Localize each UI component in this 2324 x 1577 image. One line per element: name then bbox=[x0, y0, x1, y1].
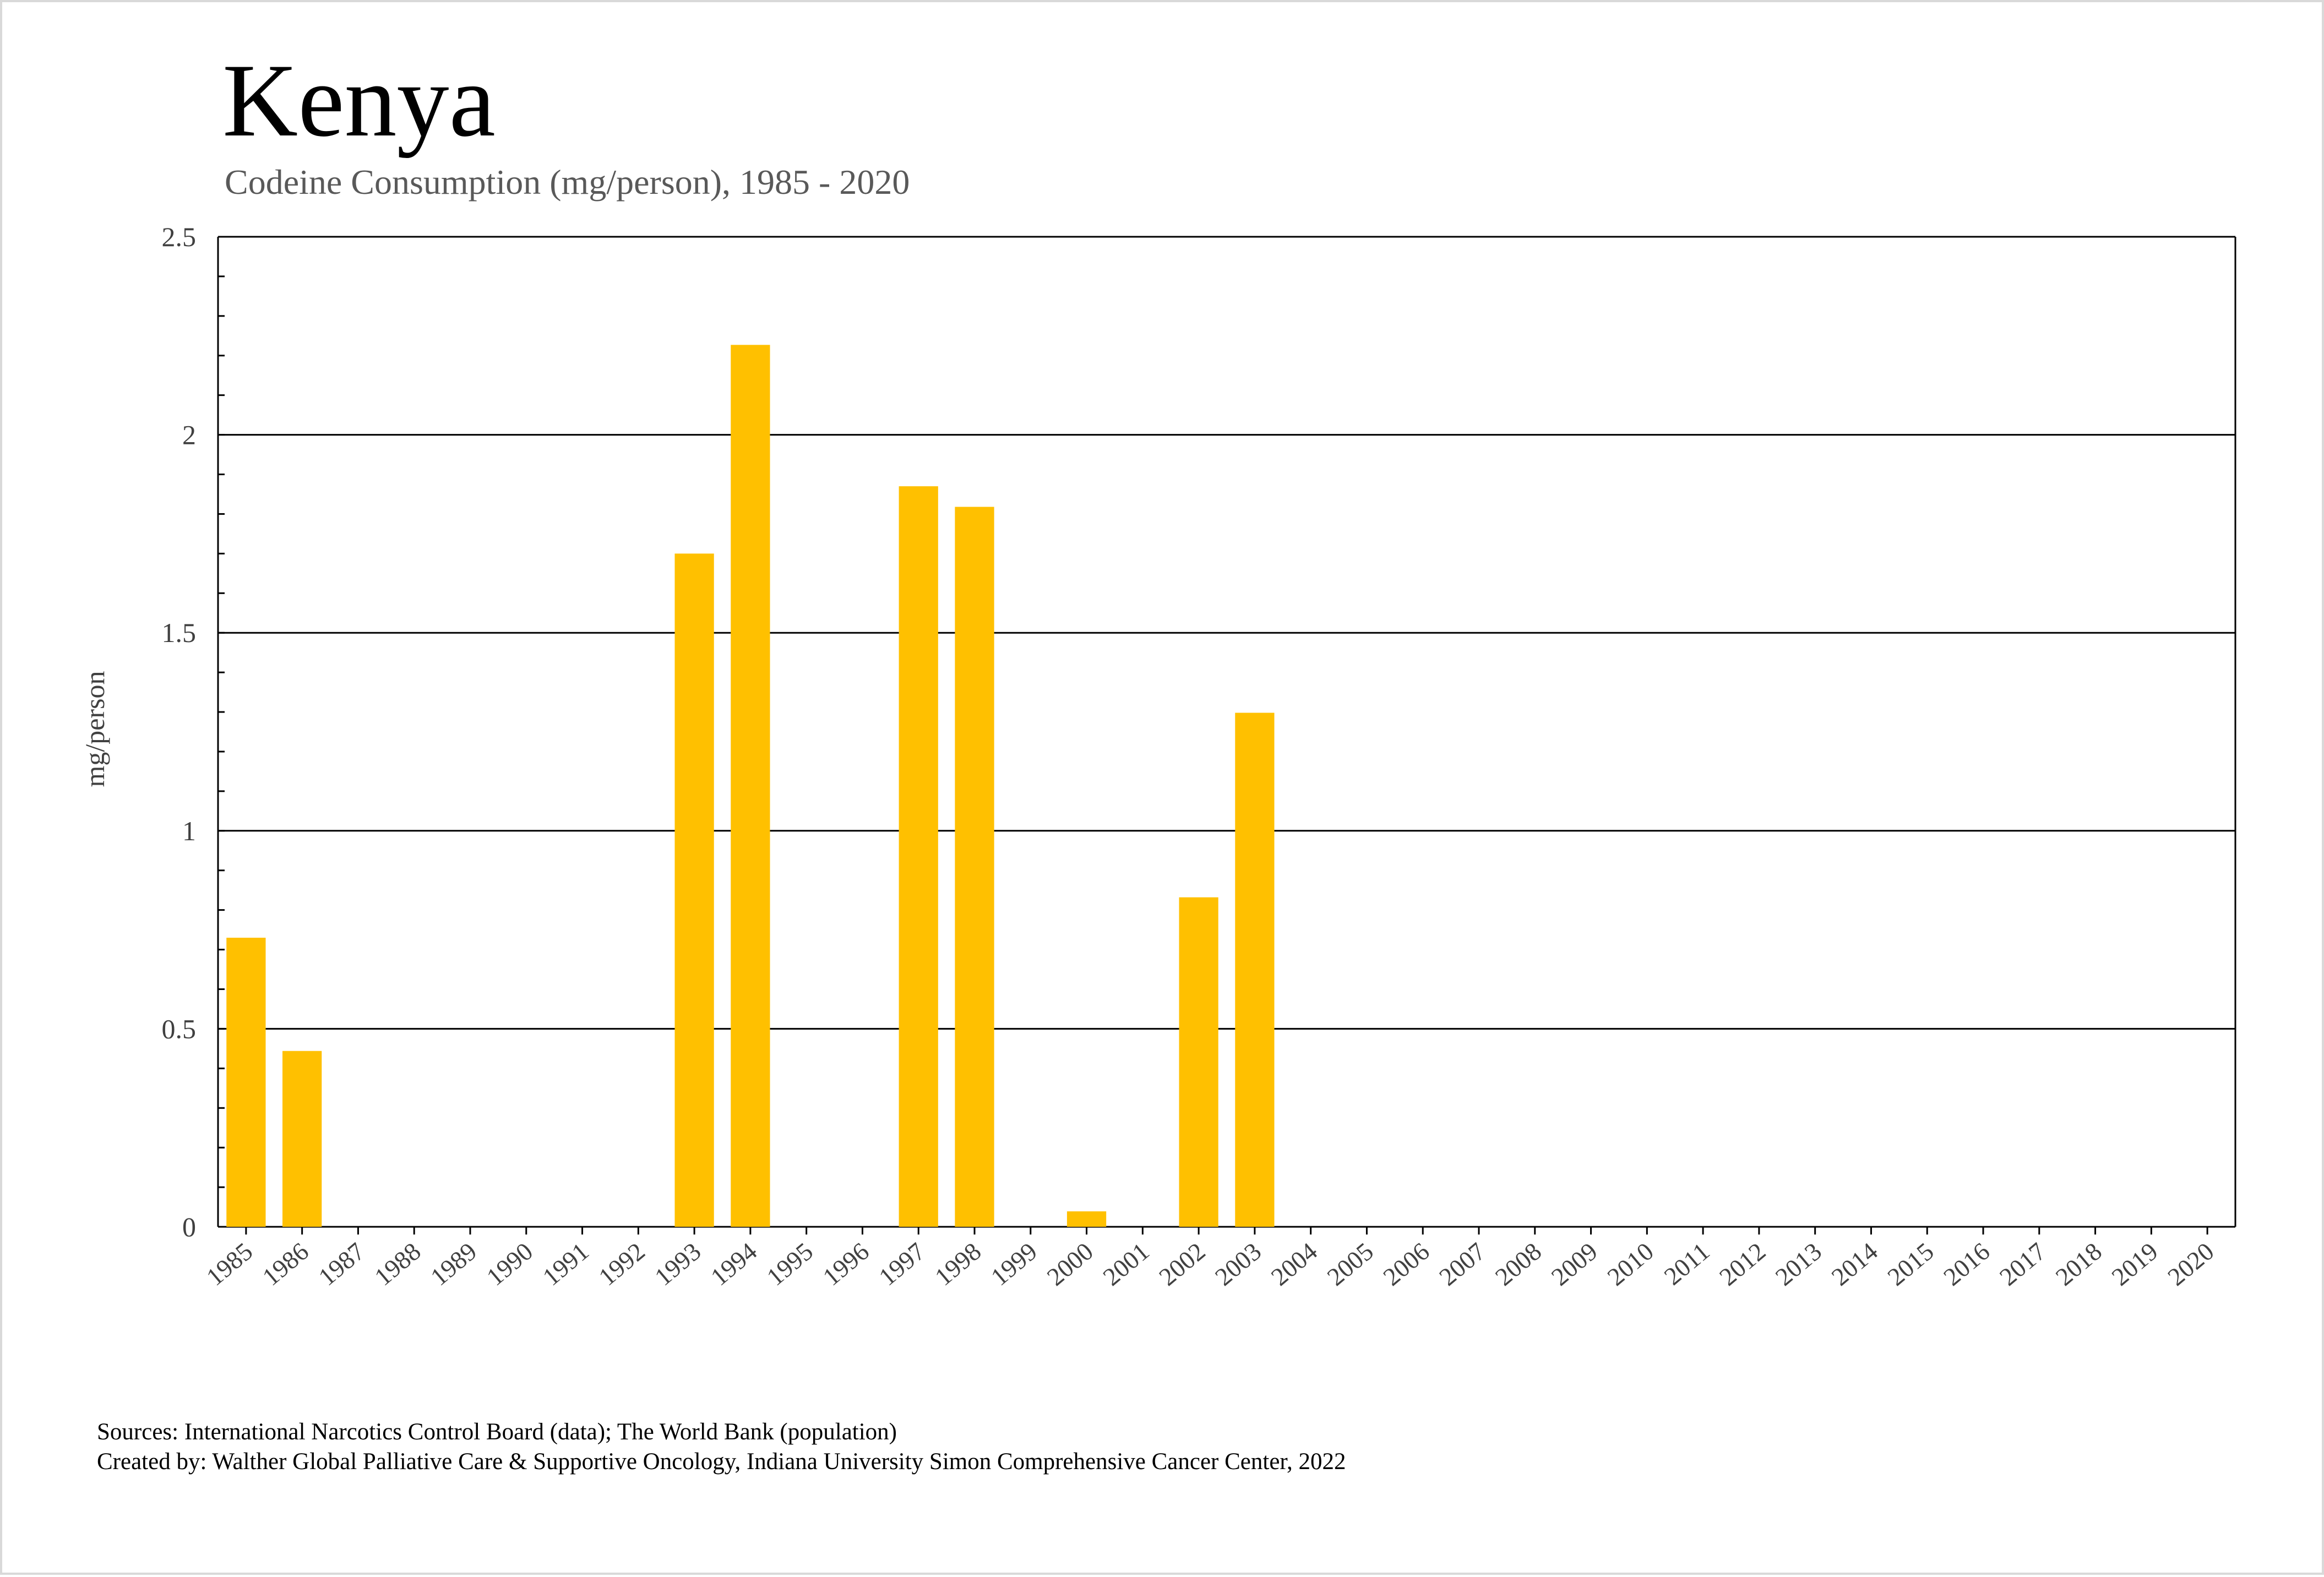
bar-1985 bbox=[226, 937, 266, 1227]
y-tick-label: 0 bbox=[182, 1211, 196, 1242]
x-tick-label: 2018 bbox=[2050, 1237, 2107, 1291]
x-tick-label: 1986 bbox=[257, 1237, 314, 1291]
x-tick-label: 2008 bbox=[1490, 1237, 1547, 1291]
x-tick-label: 1987 bbox=[313, 1237, 370, 1291]
bar-1993 bbox=[674, 553, 714, 1227]
x-tick-label: 1996 bbox=[818, 1237, 874, 1291]
bar-1997 bbox=[899, 486, 938, 1227]
sources-note: Sources: International Narcotics Control… bbox=[97, 1419, 897, 1445]
y-tick-label: 1 bbox=[182, 815, 196, 846]
x-tick-label: 1990 bbox=[481, 1237, 538, 1291]
x-tick-label: 2004 bbox=[1266, 1237, 1322, 1291]
x-tick-label: 2013 bbox=[1770, 1237, 1827, 1291]
x-tick-label: 1999 bbox=[986, 1237, 1042, 1291]
bar-1998 bbox=[955, 507, 994, 1227]
x-tick-label: 2009 bbox=[1546, 1237, 1603, 1291]
bar-2002 bbox=[1179, 897, 1218, 1227]
chart-subtitle: Codeine Consumption (mg/person), 1985 - … bbox=[225, 162, 910, 202]
x-tick-label: 2007 bbox=[1434, 1237, 1490, 1291]
bar-1986 bbox=[282, 1051, 322, 1227]
x-tick-label: 2000 bbox=[1042, 1237, 1098, 1291]
x-tick-label: 2005 bbox=[1322, 1237, 1379, 1291]
y-axis-label: mg/person bbox=[79, 671, 110, 787]
x-tick-label: 1994 bbox=[705, 1237, 762, 1291]
x-tick-label: 1995 bbox=[761, 1237, 818, 1291]
footer: Sources: International Narcotics Control… bbox=[97, 1417, 1346, 1477]
x-tick-label: 2017 bbox=[1994, 1237, 2051, 1291]
x-tick-label: 1998 bbox=[929, 1237, 986, 1291]
x-tick-label: 2015 bbox=[1882, 1237, 1939, 1291]
bar-2003 bbox=[1235, 713, 1275, 1227]
x-tick-label: 2011 bbox=[1659, 1237, 1715, 1291]
x-tick-label: 1997 bbox=[873, 1237, 930, 1291]
credits-note: Created by: Walther Global Palliative Ca… bbox=[97, 1449, 1346, 1475]
bar-1994 bbox=[731, 345, 770, 1227]
x-tick-label: 2012 bbox=[1714, 1237, 1771, 1291]
x-tick-label: 1991 bbox=[537, 1237, 594, 1291]
x-tick-label: 1985 bbox=[201, 1237, 258, 1291]
y-tick-label: 2.5 bbox=[162, 221, 197, 252]
x-tick-label: 2001 bbox=[1098, 1237, 1155, 1291]
y-tick-label: 1.5 bbox=[162, 617, 197, 648]
x-tick-label: 2020 bbox=[2162, 1237, 2219, 1291]
x-tick-label: 2019 bbox=[2107, 1237, 2163, 1291]
x-tick-label: 1988 bbox=[369, 1237, 426, 1291]
x-tick-label: 2010 bbox=[1602, 1237, 1659, 1291]
x-tick-label: 2006 bbox=[1378, 1237, 1434, 1291]
x-tick-label: 1989 bbox=[425, 1237, 482, 1291]
x-tick-label: 2016 bbox=[1938, 1237, 1995, 1291]
x-tick-label: 1993 bbox=[649, 1237, 706, 1291]
x-tick-label: 2003 bbox=[1210, 1237, 1266, 1291]
x-tick-label: 2002 bbox=[1153, 1237, 1210, 1291]
x-tick-label: 1992 bbox=[594, 1237, 650, 1291]
y-tick-label: 2 bbox=[182, 420, 196, 450]
y-tick-label: 0.5 bbox=[162, 1013, 197, 1044]
chart-title: Kenya bbox=[222, 43, 496, 159]
x-tick-label: 2014 bbox=[1826, 1237, 1883, 1291]
bar-2000 bbox=[1066, 1211, 1107, 1227]
